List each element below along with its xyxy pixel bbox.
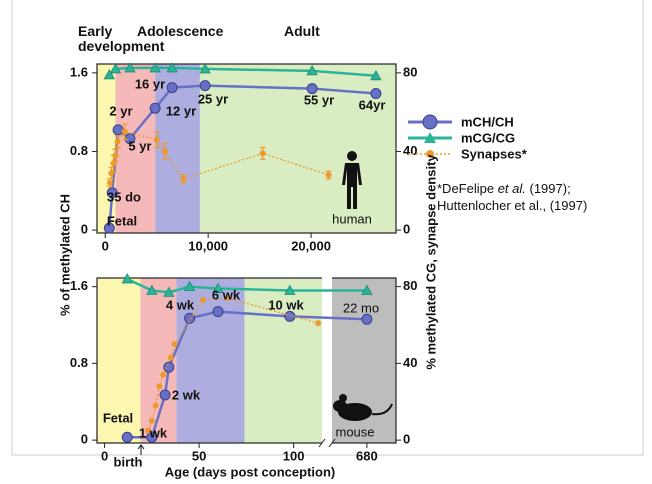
y-axis-label: % of methylated CH [57, 194, 72, 316]
y2-tick-label: 0 [403, 432, 410, 447]
annotation: 6 wk [212, 287, 241, 302]
annotation: 4 wk [166, 297, 195, 312]
point [150, 103, 160, 113]
annotation: human [332, 211, 372, 226]
point [172, 341, 178, 347]
annotation: mouse [335, 424, 374, 439]
x-tick-label: 0 [101, 448, 108, 463]
annotation: 35 do [107, 189, 141, 204]
legend-label: mCH/CH [461, 114, 514, 129]
annotation: Fetal [107, 213, 137, 228]
y2-tick-label: 40 [403, 355, 417, 370]
point [160, 390, 170, 400]
annotation: 25 yr [198, 91, 228, 106]
y-tick-label: 0.8 [70, 143, 88, 158]
annotation: 12 yr [166, 103, 196, 118]
x-tick-label: 10,000 [188, 238, 228, 253]
point [113, 152, 119, 158]
point [168, 355, 174, 361]
y-tick-label: 0.8 [70, 355, 88, 370]
x-tick-label: 100 [283, 448, 305, 463]
phase-label: Adolescence [137, 24, 223, 39]
point [107, 180, 113, 186]
point [122, 432, 132, 442]
point [315, 320, 321, 326]
annotation: 64yr [359, 97, 386, 112]
annotation: 2 wk [172, 387, 201, 402]
point [162, 148, 168, 154]
axis-break [322, 276, 332, 445]
annotation: 5 yr [128, 138, 151, 153]
point [200, 297, 206, 303]
annotation: 2 yr [109, 103, 132, 118]
point [362, 314, 372, 324]
point [154, 137, 160, 143]
x-tick-label: 50 [192, 448, 206, 463]
x-tick-label: 0 [102, 238, 109, 253]
point [113, 125, 123, 135]
y-tick-label: 1.6 [70, 64, 88, 79]
x-tick-label: 680 [356, 448, 378, 463]
annotation: 1 wk [139, 425, 168, 440]
y-tick-label: 0 [81, 432, 88, 447]
annotation: 22 mo [343, 300, 379, 315]
annotation: 10 wk [268, 297, 304, 312]
point [153, 403, 159, 409]
annotation: birth [114, 454, 143, 469]
annotation: Fetal [103, 410, 133, 425]
annotation: 55 yr [304, 92, 334, 107]
footnote-text: et al. [498, 181, 526, 196]
point [149, 418, 155, 424]
y2-tick-label: 0 [403, 221, 410, 236]
y2-tick-label: 40 [403, 143, 417, 158]
y2-tick-label: 80 [403, 278, 417, 293]
legend-label: Synapses* [461, 146, 528, 161]
legend-label: mCG/CG [461, 130, 515, 145]
footnote: *DeFelipe et al. (1997); Huttenlocher et… [437, 180, 637, 214]
point [160, 372, 166, 378]
point [122, 129, 128, 135]
y-tick-label: 0 [81, 221, 88, 236]
point [260, 150, 266, 156]
point [156, 383, 162, 389]
point [164, 362, 174, 372]
chart: 0 0.8 1.6 0 40 80 0 10,000 20,000 Fetal 35 do 2 yr 5… [0, 0, 652, 484]
phase-label: Adult [284, 24, 320, 39]
annotation: 16 yr [135, 76, 165, 91]
point [213, 307, 223, 317]
y-tick-label: 1.6 [70, 278, 88, 293]
legend-marker [423, 115, 437, 129]
figure: 0 0.8 1.6 0 40 80 0 10,000 20,000 Fetal 35 do 2 yr 5… [0, 0, 652, 484]
point [180, 176, 186, 182]
point [115, 139, 121, 145]
point [200, 81, 210, 91]
y2-tick-label: 80 [403, 64, 417, 79]
x-tick-label: 20,000 [291, 238, 331, 253]
x-axis-label: Age (days post conception) [165, 464, 335, 479]
point [326, 172, 332, 178]
point [167, 83, 177, 93]
phase-band [97, 64, 116, 233]
footnote-text: *DeFelipe [437, 181, 498, 196]
